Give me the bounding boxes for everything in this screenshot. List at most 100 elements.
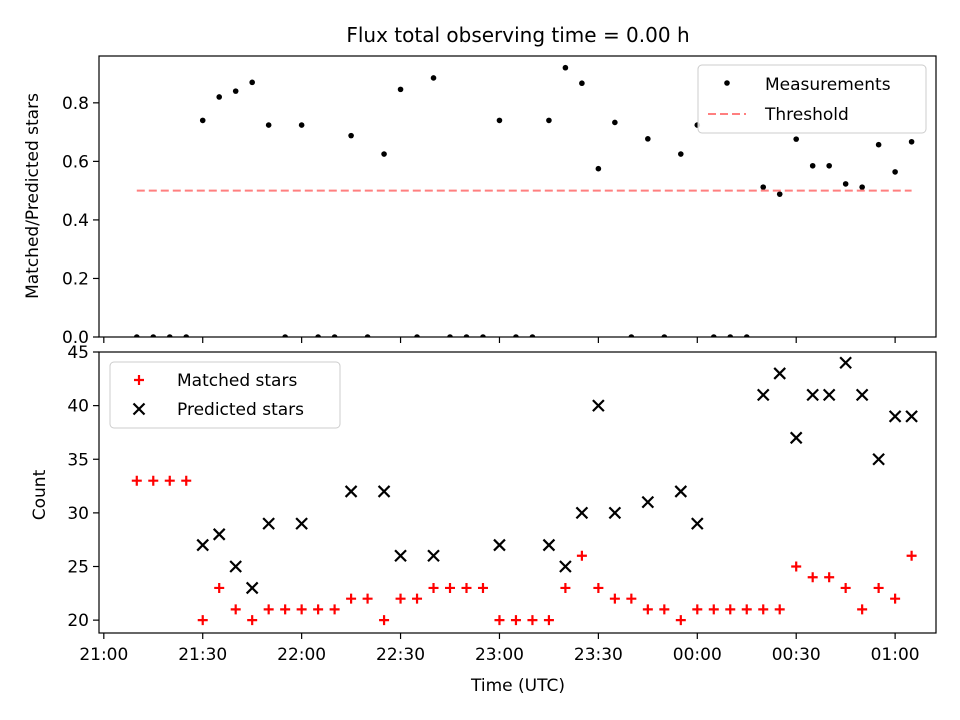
matched-star-point <box>840 582 851 593</box>
matched-star-point <box>906 550 917 561</box>
legend-box <box>109 361 341 429</box>
matched-star-point <box>164 475 175 486</box>
measurement-point <box>645 136 651 142</box>
predicted-star-point <box>592 399 605 412</box>
measurement-point <box>150 334 157 337</box>
predicted-star-point <box>575 506 589 520</box>
matched-star-point <box>873 582 884 593</box>
measurement-point <box>166 334 173 337</box>
legend: Measurements Threshold <box>697 64 927 134</box>
matched-star-point <box>230 604 241 615</box>
matched-star-point <box>593 582 604 593</box>
matched-star-point <box>543 615 554 626</box>
measurement-point <box>282 334 288 337</box>
matched-star-point <box>626 593 637 604</box>
matched-star-point <box>477 582 488 593</box>
matched-star-point <box>692 604 703 615</box>
predicted-star-point <box>872 452 885 466</box>
measurement-point <box>364 334 371 337</box>
x-tick-label: 22:00 <box>277 645 326 665</box>
measurement-point <box>430 75 437 81</box>
predicted-star-point <box>905 410 918 423</box>
matched-star-point <box>461 582 472 593</box>
measurement-point <box>892 169 898 175</box>
predicted-star-point <box>855 388 869 402</box>
matched-star-point <box>791 561 802 572</box>
measurement-point <box>595 165 602 172</box>
matched-star-point <box>428 582 439 593</box>
predicted-star-point <box>608 506 622 520</box>
measurement-point <box>315 334 321 337</box>
axes-frame <box>98 351 937 634</box>
y-tick-label: 0.8 <box>62 94 89 114</box>
measurement-point <box>562 64 569 71</box>
measurement-point <box>414 334 420 337</box>
measurement-point <box>859 184 865 190</box>
matched-star-point <box>280 604 291 615</box>
measurement-point <box>776 191 783 197</box>
matched-star-point <box>758 604 769 615</box>
chart-title: Flux total observing time = 0.00 h <box>346 23 689 47</box>
y-axis-label-count: Count <box>30 469 50 520</box>
predicted-star-point <box>691 517 704 530</box>
predicted-star-point <box>427 549 440 563</box>
matched-star-point <box>296 604 307 615</box>
y-tick-label: 30 <box>67 504 89 524</box>
predicted-star-point <box>212 528 226 541</box>
measurement-point <box>496 117 503 124</box>
predicted-star-point <box>394 549 407 563</box>
legend-matched-marker <box>134 375 144 385</box>
matched-star-point <box>807 572 818 583</box>
measurement-point <box>513 334 519 337</box>
y-tick-label: 35 <box>67 450 89 470</box>
predicted-star-point <box>806 388 819 402</box>
data-layer <box>131 356 918 626</box>
measurement-point <box>249 79 255 86</box>
measurement-point <box>348 132 354 139</box>
x-tick-label: 23:30 <box>574 645 623 665</box>
matched-star-point <box>247 615 258 626</box>
matched-star-point <box>263 604 274 615</box>
x-tick-label: 21:00 <box>79 645 128 665</box>
measurement-point <box>678 151 684 157</box>
matched-star-point <box>890 593 901 604</box>
x-tick-label: 22:30 <box>376 645 425 665</box>
measurement-point <box>612 119 618 126</box>
flux-ratio-plot: 0.0 0.2 0.4 0.6 0.8 Measurements Threshold <box>62 55 937 348</box>
measurement-point <box>710 334 717 337</box>
y-tick-label: 0.2 <box>62 269 89 289</box>
y-tick-label: 0.0 <box>62 328 89 348</box>
predicted-star-point <box>542 538 556 552</box>
measurement-point <box>232 88 239 94</box>
predicted-star-point <box>888 410 902 423</box>
measurement-point <box>397 86 404 93</box>
predicted-star-point <box>377 485 391 498</box>
matched-star-point <box>494 615 505 626</box>
predicted-star-point <box>493 538 506 552</box>
measurement-point <box>809 162 816 169</box>
legend-label-measurements: Measurements <box>765 75 891 95</box>
matched-star-point <box>379 615 390 626</box>
x-tick-label: 00:30 <box>772 645 821 665</box>
legend-label-threshold: Threshold <box>764 105 849 125</box>
measurement-point <box>628 334 635 337</box>
measurement-point <box>826 162 832 169</box>
matched-star-point <box>445 582 456 593</box>
predicted-star-point <box>756 388 770 402</box>
matched-star-point <box>609 593 620 604</box>
predicted-star-point <box>822 388 836 402</box>
legend-predicted-marker <box>132 402 146 416</box>
matched-star-point <box>741 604 752 615</box>
matched-star-point <box>362 593 373 604</box>
measurement-point <box>579 80 585 87</box>
y-tick-label: 45 <box>67 343 89 363</box>
x-tick-label: 21:30 <box>178 645 227 665</box>
x-tick-label: 23:00 <box>475 645 524 665</box>
measurement-point <box>908 138 915 145</box>
predicted-star-point <box>196 538 210 552</box>
predicted-star-point <box>229 560 242 573</box>
measurement-point <box>842 181 849 187</box>
legend-label-matched: Matched stars <box>177 371 297 391</box>
measurement-point <box>529 334 536 337</box>
